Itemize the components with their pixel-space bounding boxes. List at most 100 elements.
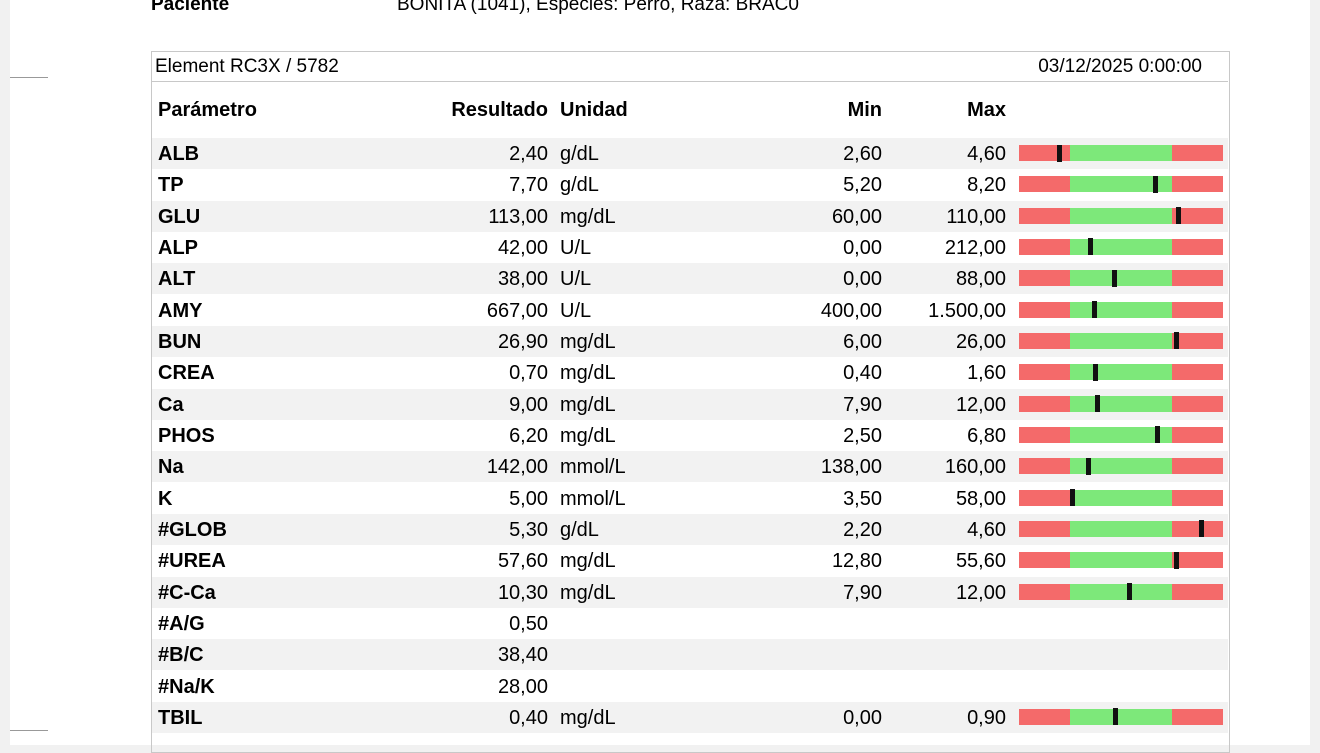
cell: mg/dL (560, 706, 616, 729)
cell: 2,60 (843, 143, 882, 165)
column-header: Max (967, 99, 1006, 121)
cell: Ca (158, 393, 184, 416)
cell: 58,00 (955, 487, 1006, 510)
cell: 1,60 (967, 362, 1006, 385)
cell: 3,50 (843, 487, 882, 510)
margin-mark (10, 77, 48, 78)
cell: 2,20 (843, 518, 882, 541)
cell: 212,00 (944, 236, 1006, 259)
cell: CREA (158, 362, 215, 385)
range-high (1172, 238, 1223, 255)
result-marker (1086, 457, 1092, 475)
cell: mg/dL (560, 393, 616, 416)
cell: 6,00 (843, 330, 882, 353)
cell: 12,80 (831, 550, 882, 573)
range-normal (1070, 426, 1172, 443)
cell: 142,00 (486, 456, 548, 479)
range-low (1019, 145, 1070, 161)
result-marker (1070, 489, 1076, 507)
cell: 0,00 (843, 236, 882, 259)
range-high (1172, 708, 1223, 725)
cell: BUN (158, 330, 202, 353)
cell: 0,90 (967, 706, 1006, 729)
cell: #A/G (158, 612, 205, 635)
cell: AMY (158, 299, 203, 322)
range-low (1019, 426, 1070, 443)
cell: 0,40 (843, 362, 882, 385)
range-low (1019, 395, 1070, 412)
range-high (1172, 332, 1223, 349)
range-low (1019, 364, 1070, 381)
cell: Na (158, 456, 184, 479)
cell: mg/dL (560, 550, 616, 573)
range-high (1172, 145, 1223, 161)
result-marker (1092, 301, 1098, 319)
cell: g/dL (560, 174, 599, 197)
cell: U/L (560, 268, 592, 291)
cell: 10,30 (497, 581, 548, 604)
range-high (1172, 489, 1223, 506)
range-normal (1070, 395, 1172, 412)
range-low (1019, 520, 1070, 537)
range-high (1172, 395, 1223, 412)
range-normal (1070, 270, 1172, 287)
cell: 1.500,00 (928, 299, 1006, 322)
cell: #B/C (158, 644, 204, 667)
cell: 4,60 (967, 518, 1006, 541)
result-marker (1127, 583, 1133, 601)
date: 03/12/2025 0:00:00 (1038, 56, 1202, 77)
cell: 160,00 (944, 456, 1006, 479)
cell: 400,00 (820, 299, 882, 322)
column-header: Resultado (451, 99, 548, 121)
cell: 110,00 (946, 205, 1006, 228)
cell: 4,60 (967, 143, 1006, 165)
margin-mark (10, 730, 48, 731)
cell: 88,00 (955, 268, 1006, 291)
range-normal (1070, 301, 1172, 318)
cell: 5,00 (509, 487, 548, 510)
range-low (1019, 207, 1070, 224)
range-normal (1070, 708, 1172, 725)
cell: 9,00 (509, 393, 548, 416)
cell: PHOS (158, 424, 215, 447)
result-marker (1094, 395, 1100, 413)
cell: 2,40 (509, 143, 548, 165)
cell: 2,50 (843, 424, 882, 447)
cell: 42,00 (497, 236, 548, 259)
cell: 8,20 (967, 174, 1006, 197)
cell: 0,40 (509, 706, 548, 729)
cell: mmol/L (560, 456, 626, 479)
cell: 113,00 (488, 205, 548, 228)
result-marker (1175, 207, 1181, 225)
range-high (1172, 176, 1223, 193)
cell: ALP (158, 236, 198, 259)
range-low (1019, 552, 1070, 569)
patient-value: BONITA (1041), Especies: Perro, Raza: BR… (397, 0, 799, 15)
range-normal (1070, 238, 1172, 255)
range-normal (1070, 364, 1172, 381)
cell: 38,00 (497, 268, 548, 291)
range-high (1172, 270, 1223, 287)
column-header: Parámetro (158, 99, 257, 121)
cell: mg/dL (560, 205, 616, 228)
cell: 55,60 (955, 550, 1006, 573)
range-high (1172, 426, 1223, 443)
range-high (1172, 520, 1223, 537)
range-low (1019, 238, 1070, 255)
cell: TBIL (158, 706, 203, 729)
cell: 138,00 (820, 456, 882, 479)
range-low (1019, 301, 1070, 318)
cell: ALB (158, 143, 200, 165)
range-low (1019, 708, 1070, 725)
range-normal (1070, 489, 1172, 506)
range-high (1172, 583, 1223, 600)
cell: U/L (560, 299, 592, 322)
cell: K (158, 487, 173, 510)
cell: mg/dL (560, 424, 616, 447)
range-normal (1070, 583, 1172, 600)
range-low (1019, 458, 1070, 475)
result-marker (1152, 175, 1158, 193)
cell: mg/dL (560, 330, 616, 353)
range-high (1172, 552, 1223, 569)
result-marker (1112, 708, 1118, 726)
